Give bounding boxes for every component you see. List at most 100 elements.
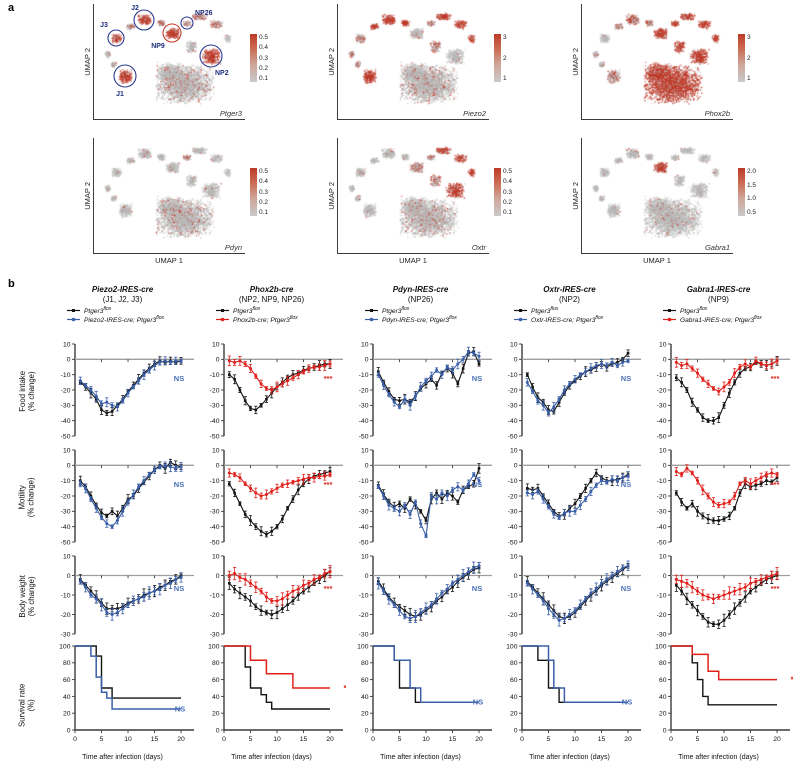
survival-chart: 100 80 60 40 20 00 5 10 15 20 * bbox=[655, 643, 793, 743]
row-label-1: Motility (% change) bbox=[6, 444, 48, 550]
significance-label: NS bbox=[472, 584, 482, 593]
chart-cell-r1-c3: 10 0 -10 -20 -30 -40 -50 NS bbox=[495, 444, 644, 550]
svg-text:100: 100 bbox=[357, 643, 369, 650]
svg-text:10: 10 bbox=[212, 553, 220, 560]
svg-text:40: 40 bbox=[361, 694, 369, 701]
chart-cell-r0-c2: 10 0 -10 -20 -30 -40 -50 NS bbox=[346, 338, 495, 444]
svg-text:0: 0 bbox=[222, 736, 226, 743]
umap-scatter-canvas bbox=[94, 4, 244, 118]
umap-panel-ptger3: UMAP 2 J2 NP26 NP9 J3 NP2 J1 Ptger3 0.5 0.4 0.3 0.2… bbox=[66, 4, 310, 138]
colorbar-gradient bbox=[738, 168, 745, 216]
svg-text:0: 0 bbox=[73, 736, 77, 743]
panel-b-label: b bbox=[8, 278, 15, 290]
colorbar-tick: 0.2 bbox=[259, 198, 269, 206]
colorbar-tick: 0.2 bbox=[503, 198, 513, 206]
colorbar: 0.5 0.4 0.3 0.2 0.1 bbox=[250, 34, 268, 82]
significance-label: NS bbox=[621, 374, 631, 383]
umap-scatter-canvas bbox=[338, 4, 488, 118]
circle-marker-icon bbox=[663, 317, 676, 322]
significance-label: *** bbox=[324, 584, 333, 593]
significance-label: *** bbox=[324, 480, 333, 489]
svg-text:20: 20 bbox=[475, 736, 483, 743]
umap-panel-oxtr: UMAP 2 Oxtr UMAP 1 0.5 0.4 0.3 0.2 0.1 bbox=[310, 138, 554, 284]
colorbar-tick: 1.0 bbox=[747, 195, 757, 203]
svg-text:-50: -50 bbox=[61, 539, 71, 546]
svg-text:-40: -40 bbox=[657, 418, 667, 425]
svg-text:60: 60 bbox=[212, 677, 220, 684]
svg-text:-30: -30 bbox=[210, 631, 220, 638]
svg-text:20: 20 bbox=[63, 711, 71, 718]
colorbar-tick: 3 bbox=[747, 34, 751, 41]
legend-label: Pdyn-IRES-cre; Ptger3flox bbox=[382, 315, 457, 325]
chart-cell-r3-c2: 100 80 60 40 20 0 0 5 10 15 20 NS Time after infecti… bbox=[346, 642, 495, 768]
chart-cell-r2-c1: 10 0 -10 -20 -30 *** bbox=[197, 550, 346, 642]
colorbar-tick: 1 bbox=[747, 75, 751, 82]
svg-text:0: 0 bbox=[371, 736, 375, 743]
significance-label: * bbox=[790, 676, 793, 685]
colorbar: 0.5 0.4 0.3 0.2 0.1 bbox=[250, 168, 268, 216]
legend-cre: Phox2b-cre; Ptger3flox bbox=[197, 315, 346, 324]
x-axis-title: Time after infection (days) bbox=[678, 754, 759, 761]
svg-text:0: 0 bbox=[365, 727, 369, 734]
svg-text:-20: -20 bbox=[210, 493, 220, 500]
legend-control: Ptger3flox bbox=[48, 306, 197, 315]
svg-text:0: 0 bbox=[216, 357, 220, 364]
umap-plot: Phox2b bbox=[581, 4, 733, 120]
row-label-line2: (% change) bbox=[27, 371, 36, 411]
panel-b-corner bbox=[6, 284, 48, 338]
svg-text:40: 40 bbox=[659, 694, 667, 701]
svg-text:-20: -20 bbox=[657, 493, 667, 500]
chart-cell-r0-c0: 10 0 -10 -20 -30 -40 -50 NS bbox=[48, 338, 197, 444]
significance-label: NS bbox=[473, 698, 483, 707]
column-subtitle: (NP2) bbox=[559, 294, 580, 304]
line-chart: 10 0 -10 -20 -30 NS bbox=[359, 553, 492, 638]
umap-panel-piezo2: UMAP 2 Piezo2 3 2 1 bbox=[310, 4, 554, 138]
svg-text:-30: -30 bbox=[210, 509, 220, 516]
chart-cell-r0-c1: 10 0 -10 -20 -30 -40 -50 *** bbox=[197, 338, 346, 444]
line-chart: 10 0 -10 -20 -30 NS bbox=[61, 553, 194, 638]
colorbar-tick: 0.3 bbox=[503, 188, 513, 196]
svg-text:-30: -30 bbox=[210, 403, 220, 410]
chart-cell-r2-c2: 10 0 -10 -20 -30 NS bbox=[346, 550, 495, 642]
significance-label: *** bbox=[324, 374, 333, 383]
colorbar-tick: 0.1 bbox=[503, 209, 513, 216]
significance-label: *** bbox=[771, 374, 780, 383]
svg-text:0: 0 bbox=[365, 463, 369, 470]
colorbar-tick: 0.4 bbox=[259, 44, 269, 52]
significance-label: NS bbox=[174, 374, 184, 383]
significance-label: NS bbox=[175, 704, 185, 713]
legend-label: Ptger3flox bbox=[531, 306, 559, 316]
legend-label: Ptger3flox bbox=[680, 306, 708, 316]
significance-label: NS bbox=[174, 480, 184, 489]
svg-text:10: 10 bbox=[361, 553, 369, 560]
circle-marker-icon bbox=[67, 317, 80, 322]
circle-marker-icon bbox=[365, 317, 378, 322]
svg-text:10: 10 bbox=[63, 341, 71, 348]
svg-text:0: 0 bbox=[514, 357, 518, 364]
significance-label: NS bbox=[174, 584, 184, 593]
square-marker-icon bbox=[365, 309, 378, 313]
chart-cell-r3-c4: 100 80 60 40 20 00 5 10 15 20 * Time after infectio… bbox=[644, 642, 793, 768]
svg-text:-40: -40 bbox=[61, 418, 71, 425]
svg-text:0: 0 bbox=[365, 573, 369, 580]
svg-text:-20: -20 bbox=[359, 493, 369, 500]
column-title: Pdyn-IRES-cre bbox=[392, 285, 449, 294]
colorbar-tick: 0.5 bbox=[503, 168, 513, 175]
umap-x-axis-label: UMAP 1 bbox=[399, 256, 427, 265]
chart-cell-r2-c3: 10 0 -10 -20 -30 NS bbox=[495, 550, 644, 642]
svg-text:60: 60 bbox=[63, 677, 71, 684]
colorbar-tick: 1.5 bbox=[747, 181, 757, 189]
svg-text:80: 80 bbox=[63, 660, 71, 667]
umap-scatter-canvas bbox=[94, 138, 244, 252]
svg-text:20: 20 bbox=[212, 711, 220, 718]
row-label-line1: Food intake bbox=[17, 370, 27, 412]
umap-plot: Pdyn bbox=[93, 138, 245, 254]
svg-text:-20: -20 bbox=[210, 387, 220, 394]
svg-text:-10: -10 bbox=[210, 372, 220, 379]
umap-grid: UMAP 2 J2 NP26 NP9 J3 NP2 J1 Ptger3 0.5 0.4 0.3 0.2… bbox=[66, 4, 798, 284]
colorbar: 0.5 0.4 0.3 0.2 0.1 bbox=[494, 168, 512, 216]
colorbar-tick: 2 bbox=[503, 54, 507, 62]
line-chart: 10 0 -10 -20 -30 *** bbox=[210, 553, 343, 638]
significance-label: NS bbox=[472, 374, 482, 383]
svg-text:-30: -30 bbox=[61, 509, 71, 516]
